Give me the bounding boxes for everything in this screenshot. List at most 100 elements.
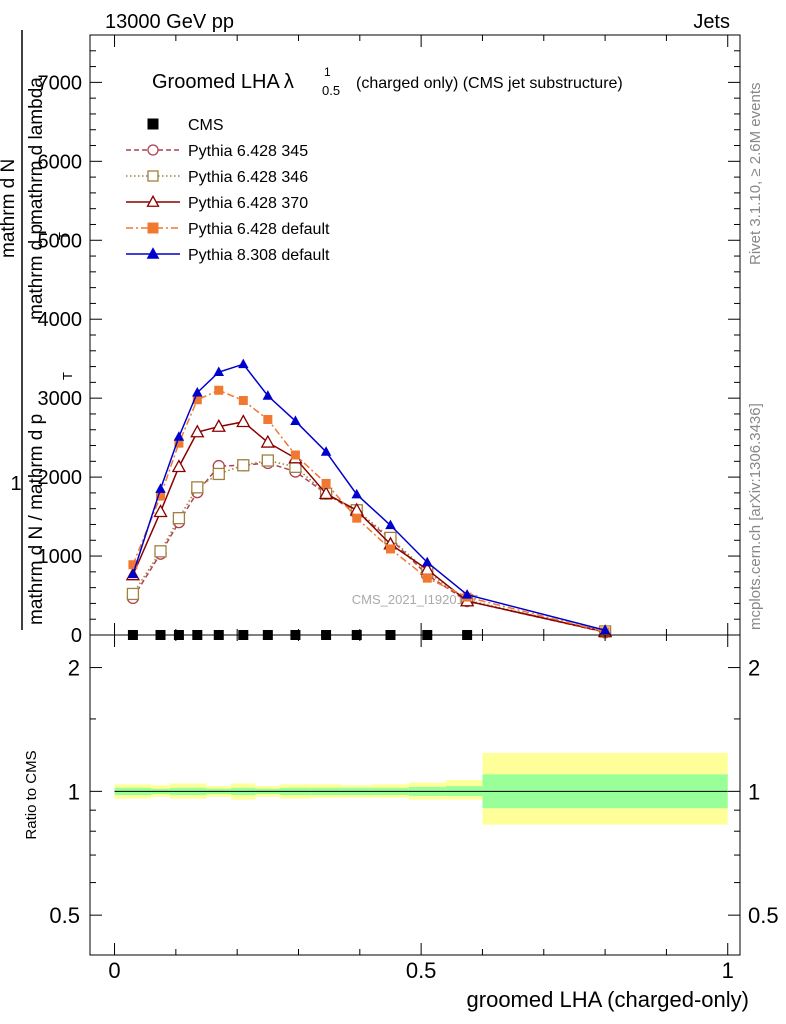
mcplots-label: mcplots.cern.ch [arXiv:1306.3436] [747,403,764,630]
ratio-y-tick-label: 1 [68,779,80,804]
data-point-pythia-8-308-default [262,390,274,400]
ratio-y-tick-label: 0.5 [49,903,80,928]
data-point-pythia-8-308-default [599,624,611,635]
data-point-pythia-8-308-default [127,568,139,579]
main-y-tick-label: 3000 [38,388,83,410]
data-point-pythia-6-428-default [352,513,362,523]
chart-title-sub: 0.5 [322,83,340,98]
legend-marker [146,194,160,207]
ratio-y-tick-label-right: 1 [748,779,760,804]
data-point-pythia-6-428-370 [236,414,251,428]
legend-marker [147,118,159,130]
chart-title-main: Groomed LHA [152,71,280,93]
legend-item-pythia-6-428-346: Pythia 6.428 346 [126,169,308,186]
main-y-tick-label: 7000 [38,72,83,94]
legend-marker [147,170,159,182]
data-point-pythia-8-308-default [192,386,203,397]
ratio-ticks [90,635,740,955]
legend-label: Pythia 8.308 default [188,247,330,264]
data-point-pythia-6-428-370 [318,486,334,500]
legend-marker [147,144,159,156]
data-point-pythia-6-428-346 [191,481,204,494]
data-point-pythia-6-428-default [214,385,224,395]
data-point-pythia-8-308-default [238,358,249,369]
data-point-pythia-8-308-default [320,446,332,456]
data-point-pythia-8-308-default [155,483,166,493]
data-point-pythia-8-308-default [351,488,362,499]
ratio-frame [89,634,741,956]
energy-label: 13000 GeV pp [105,11,234,33]
legend-marker [146,247,160,259]
data-point-pythia-8-308-default [173,431,185,441]
ylabel-prefix: 1 [10,473,21,495]
x-axis-label: groomed LHA (charged-only) [467,987,749,1012]
ratio-y-tick-label: 2 [68,656,80,681]
category-label: Jets [693,11,730,33]
ylabel-sub-1: T [60,372,75,380]
data-point-pythia-8-308-default [385,519,396,530]
ylabel-line4: mathrm d lambda [26,77,47,225]
series-pythia-6-428-default [128,385,610,637]
legend-item-pythia-6-428-370: Pythia 6.428 370 [126,194,308,212]
chart-title: Groomed LHA λ [152,71,294,93]
series-pythia-6-428-346 [126,454,612,638]
main-series-group [125,358,613,640]
legend-marker [147,222,159,234]
legend: CMS Pythia 6.428 345 Pythia 6.428 346 Pythi… [126,117,330,264]
legend-item-pythia-6-428-345: Pythia 6.428 345 [126,143,308,160]
legend-label: CMS [188,117,224,134]
legend-item-pythia-8-308-default: Pythia 8.308 default [126,247,330,264]
ylabel-line2: mathrm d N [0,159,19,258]
legend-label: Pythia 6.428 default [188,221,330,238]
main-y-tick-label: 0 [71,625,82,647]
data-point-pythia-8-308-default [422,556,433,567]
data-point-pythia-6-428-default [238,396,248,406]
data-point-pythia-6-428-default [321,478,331,488]
data-point-pythia-6-428-346 [172,512,186,525]
series-line-pythia-6-428-370 [132,421,606,633]
data-point-pythia-6-428-370 [153,504,168,518]
x-tick-label: 0 [108,958,120,983]
data-point-pythia-6-428-346 [212,467,225,481]
legend-label: Pythia 6.428 345 [188,143,308,160]
data-point-pythia-6-428-346 [126,587,140,601]
ylabel-line3: mathrm d p [26,224,47,320]
data-point-pythia-6-428-346 [261,454,274,467]
data-point-pythia-6-428-370 [190,424,205,438]
x-tick-label: 0.5 [406,958,437,983]
chart-title-sup: 1 [324,65,331,79]
main-y-tick-label: 2000 [38,467,83,489]
main-y-tick-labels: 0 1000 2000 3000 4000 5000 6000 7000 [38,72,83,647]
ratio-panel: 0.5 0.5 1 1 2 2 0 0.5 1 Ratio to CMS groomed LHA… [23,634,779,1012]
watermark-label: CMS_2021_I1920187 [352,592,479,607]
rivet-label: Rivet 3.1.10, ≥ 2.6M events [747,83,764,266]
ylabel-line1: mathrm d N / mathrm d p [26,414,47,625]
series-pythia-8-308-default [127,358,611,635]
main-y-tick-label: 6000 [38,151,83,173]
data-point-pythia-8-308-default [290,415,301,425]
series-line-pythia-8-308-default [132,363,606,631]
main-y-tick-label: 5000 [38,230,83,252]
data-point-pythia-6-428-default [422,573,432,583]
chart-title-rest: (charged only) (CMS jet substructure) [356,75,623,92]
ratio-y-tick-label-right: 2 [748,656,760,681]
main-y-tick-label: 1000 [38,546,83,568]
data-point-pythia-6-428-default [290,450,300,460]
data-point-pythia-6-428-346 [154,545,167,558]
ratio-tick-labels: 0.5 0.5 1 1 2 2 0 0.5 1 [49,656,778,983]
data-point-pythia-8-308-default [213,366,225,377]
data-point-pythia-8-308-default [461,589,473,599]
ratio-bands [114,752,728,825]
ylabel-sub-2: T [56,232,71,240]
main-y-tick-label: 4000 [38,309,83,331]
legend-item-pythia-6-428-default: Pythia 6.428 default [126,221,330,238]
x-tick-label: 1 [722,958,734,983]
legend-item-cms: CMS [147,117,224,134]
ratio-ylabel: Ratio to CMS [23,750,40,839]
data-point-pythia-6-428-default [263,414,273,424]
data-point-pythia-6-428-370 [260,434,275,448]
series-line-pythia-6-428-default [132,389,606,633]
legend-label: Pythia 6.428 370 [188,195,308,212]
ratio-y-tick-label-right: 0.5 [748,903,779,928]
